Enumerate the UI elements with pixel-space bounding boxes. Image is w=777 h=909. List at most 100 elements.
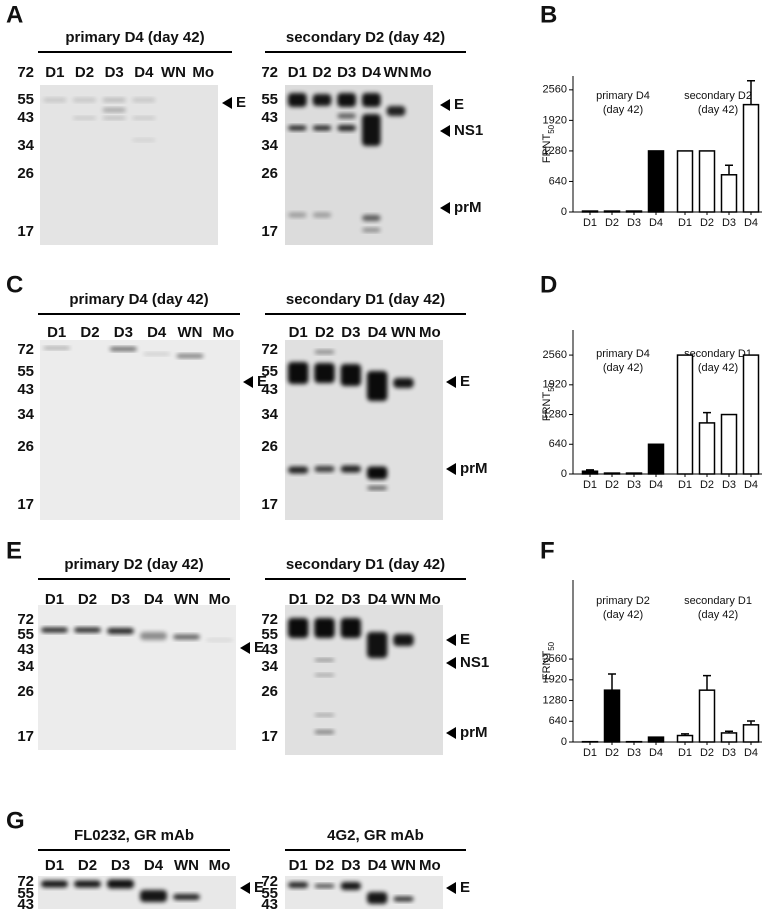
blot-image	[285, 876, 443, 909]
x-tick-label: D4	[649, 747, 663, 759]
bar	[720, 413, 738, 475]
marker-label: 55	[261, 885, 278, 902]
band	[337, 125, 356, 131]
band	[102, 108, 126, 112]
blot-title: primary D2 (day 42)	[64, 556, 203, 573]
x-tick-label: D3	[627, 479, 641, 491]
band	[173, 894, 200, 900]
band	[314, 884, 335, 888]
band-label: E	[454, 96, 464, 113]
marker-label: 43	[17, 381, 34, 398]
lane-label: D3	[111, 591, 130, 608]
y-label-text: FRNT	[541, 134, 553, 164]
error-bar	[608, 673, 616, 691]
blot-image	[40, 340, 240, 520]
marker-label: 43	[261, 641, 278, 658]
band	[43, 98, 67, 102]
bar	[603, 210, 621, 213]
lane-label: D1	[47, 324, 66, 341]
band-label: E	[460, 879, 470, 896]
band	[314, 713, 335, 717]
panel-letter: G	[6, 807, 25, 834]
band-arrow	[240, 642, 250, 654]
x-tick-label: D3	[627, 217, 641, 229]
y-axis-label: FRNT50	[541, 641, 556, 680]
bar	[720, 732, 738, 743]
group-label: primary D2	[596, 595, 650, 607]
lane-label: D2	[315, 857, 334, 874]
band	[337, 93, 356, 107]
band-arrow	[222, 97, 232, 109]
band	[173, 634, 200, 640]
bar	[742, 354, 760, 475]
error-bar	[703, 674, 711, 691]
marker-label: 43	[261, 381, 278, 398]
band	[132, 98, 156, 102]
x-tick-label: D1	[678, 217, 692, 229]
band-arrow	[446, 657, 456, 669]
band	[314, 363, 335, 383]
band	[206, 638, 233, 642]
band	[314, 466, 335, 472]
marker-label: 72	[261, 341, 278, 358]
band	[41, 627, 68, 633]
marker-label: 43	[17, 896, 34, 909]
blot-image	[285, 85, 433, 245]
lane-label: Mo	[209, 591, 231, 608]
band	[367, 466, 388, 480]
bar	[698, 689, 716, 743]
marker-label: 43	[17, 641, 34, 658]
lane-label: D3	[105, 64, 124, 81]
blot-title: primary D4 (day 42)	[65, 29, 204, 46]
lane-label: WN	[174, 857, 199, 874]
band	[74, 627, 101, 633]
blot-title: primary D4 (day 42)	[69, 291, 208, 308]
band	[367, 486, 388, 490]
band	[340, 618, 361, 638]
blot-image	[38, 605, 236, 750]
lane-label: D4	[144, 857, 164, 874]
lane-label: Mo	[419, 857, 441, 874]
band	[386, 106, 406, 116]
group-label: (day 42)	[603, 362, 643, 374]
band	[314, 658, 335, 662]
marker-label: 72	[17, 873, 34, 890]
marker-label: 17	[17, 496, 34, 513]
y-tick-label: 640	[549, 715, 567, 727]
group-label: (day 42)	[698, 104, 738, 116]
group-label: secondary D2	[684, 90, 752, 102]
band	[314, 618, 335, 638]
lane-label: D4	[368, 857, 388, 874]
x-tick-label: D2	[605, 479, 619, 491]
bar	[720, 174, 738, 213]
lane-label: D1	[289, 591, 308, 608]
lane-label: WN	[384, 64, 409, 81]
band	[107, 879, 134, 889]
band	[288, 882, 309, 888]
error-bar	[747, 80, 755, 105]
y-tick-label: 0	[561, 206, 567, 218]
x-tick-label: D2	[700, 217, 714, 229]
band-arrow	[446, 376, 456, 388]
marker-label: 72	[261, 64, 278, 81]
band	[176, 354, 204, 358]
marker-label: 72	[261, 611, 278, 628]
band	[312, 212, 332, 218]
bar	[625, 472, 643, 475]
lane-label: D4	[134, 64, 154, 81]
lane-label: WN	[178, 324, 203, 341]
lane-label: D3	[341, 857, 360, 874]
band	[107, 628, 134, 634]
lane-label: Mo	[192, 64, 214, 81]
y-label-text: FRNT	[541, 392, 553, 422]
y-tick-label: 0	[561, 468, 567, 480]
group-label: (day 42)	[603, 104, 643, 116]
lane-label: D3	[111, 857, 130, 874]
lane-label: WN	[391, 324, 416, 341]
band	[74, 880, 101, 888]
lane-label: D4	[368, 591, 388, 608]
